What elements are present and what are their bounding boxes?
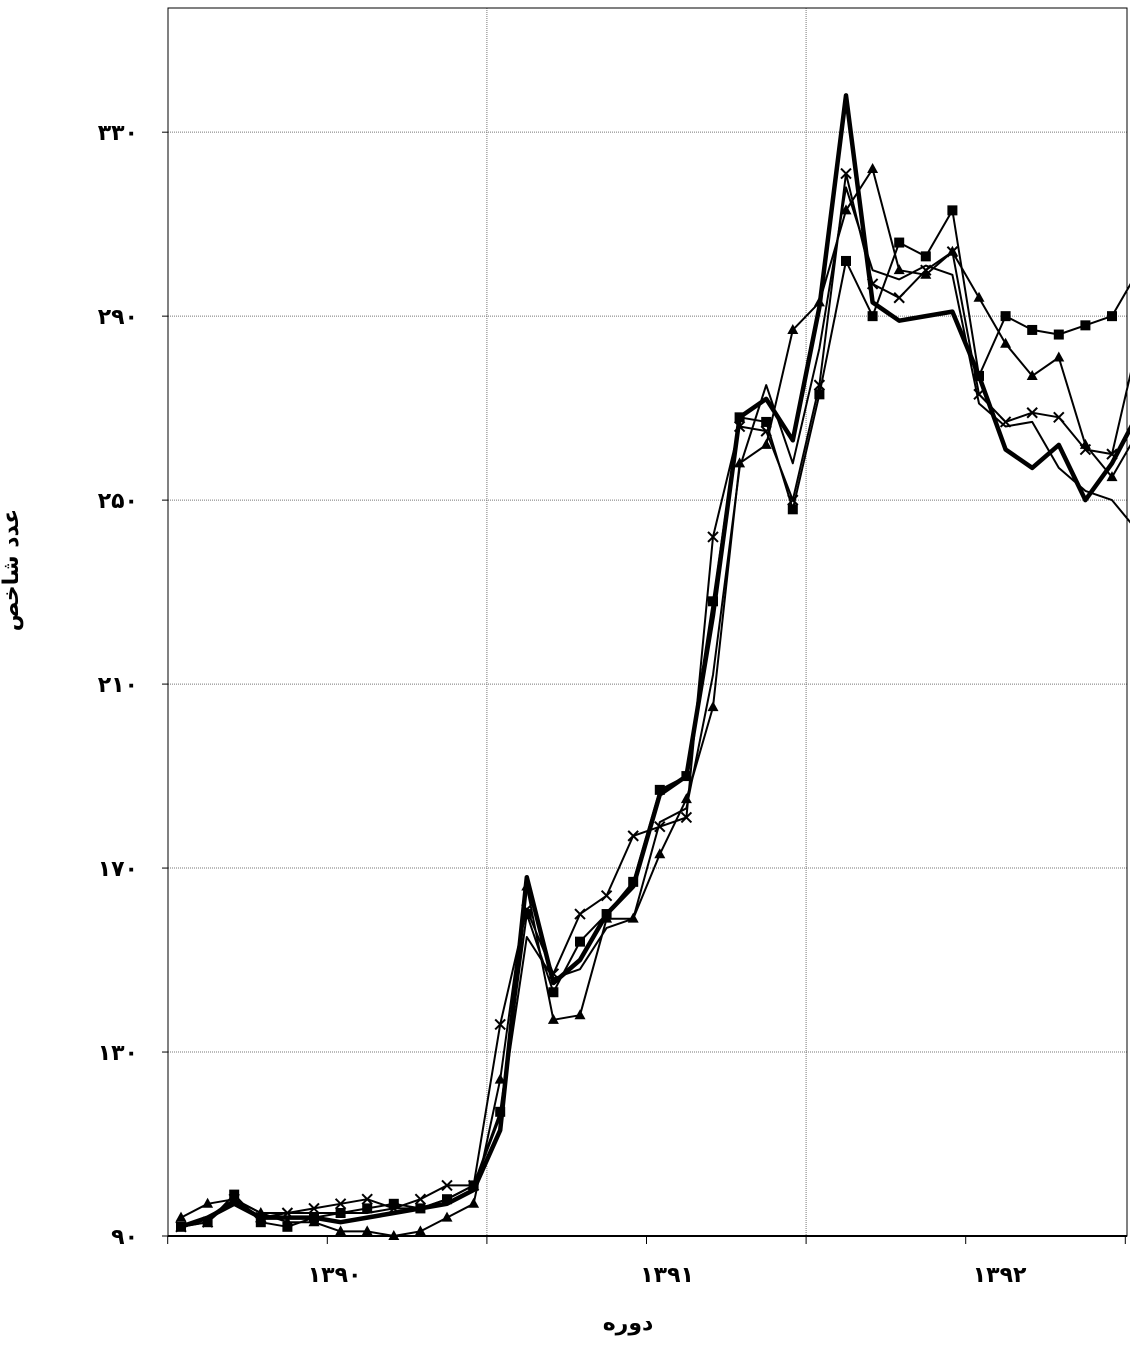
data-point — [602, 891, 612, 901]
ytick-label: ۲۵۰ — [98, 489, 138, 514]
grid-layer — [168, 8, 1127, 1236]
x-axis-title: دوره — [603, 1311, 654, 1336]
data-point — [1107, 311, 1117, 321]
series-line-5 — [181, 95, 1130, 1226]
data-point — [575, 1009, 586, 1019]
data-point — [415, 1194, 425, 1204]
data-point — [681, 793, 692, 803]
xtick-label: ۱۳۹۱ — [640, 1263, 694, 1288]
data-point — [1053, 352, 1064, 362]
ytick-label: ۱۳۰ — [98, 1041, 138, 1066]
data-point — [974, 292, 985, 302]
data-point — [468, 1198, 479, 1208]
axis-layer — [162, 8, 1127, 1244]
series-line-2 — [181, 169, 1130, 1236]
plot-frame — [168, 8, 1127, 1236]
ytick-label: ۲۱۰ — [98, 673, 138, 698]
data-point — [1027, 325, 1037, 335]
data-point — [708, 701, 719, 711]
data-point — [1054, 330, 1064, 340]
data-point — [841, 256, 851, 266]
series-layer — [176, 95, 1130, 1240]
data-point — [868, 311, 878, 321]
data-point — [788, 504, 798, 514]
data-point — [894, 238, 904, 248]
xtick-label: ۱۳۹۰ — [308, 1263, 362, 1288]
data-point — [894, 293, 904, 303]
data-point — [1080, 320, 1090, 330]
data-point — [628, 831, 638, 841]
ytick-label: ۹۰ — [111, 1225, 138, 1250]
data-point — [947, 205, 957, 215]
series-line-1 — [181, 210, 1130, 1226]
data-point — [1000, 338, 1011, 348]
data-point — [575, 937, 585, 947]
ytick-label: ۲۹۰ — [98, 305, 138, 330]
data-point — [548, 987, 558, 997]
ytick-label: ۳۳۰ — [98, 121, 138, 146]
xtick-label: ۱۳۹۲ — [973, 1263, 1027, 1288]
series-line-3 — [181, 174, 1130, 1227]
data-point — [894, 264, 905, 274]
y-axis-title: عدد شاخص — [0, 509, 24, 631]
data-point — [1001, 311, 1011, 321]
data-point — [921, 251, 931, 261]
data-point — [654, 848, 665, 858]
ytick-label: ۱۷۰ — [98, 857, 138, 882]
data-point — [867, 163, 878, 173]
series-line-4 — [181, 187, 1130, 1226]
data-point — [575, 909, 585, 919]
